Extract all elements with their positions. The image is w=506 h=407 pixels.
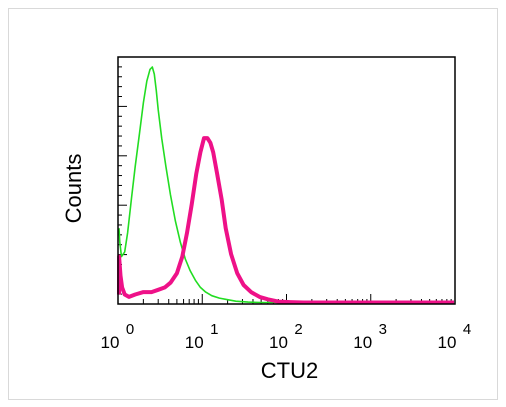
series-layer xyxy=(117,66,454,305)
x-tick-label-exponent: 4 xyxy=(463,321,471,338)
x-tick-label-exponent: 0 xyxy=(126,321,134,338)
x-tick-label-exponent: 2 xyxy=(294,321,302,338)
x-tick-label-exponent: 3 xyxy=(379,321,387,338)
y-axis-label: Counts xyxy=(61,154,86,224)
x-tick-label-base: 10 xyxy=(269,333,288,352)
plot-area-border xyxy=(117,56,456,305)
chart-frame xyxy=(8,8,498,400)
x-tick-label-base: 10 xyxy=(353,333,372,352)
x-tick-label-base: 10 xyxy=(185,333,204,352)
x-tick-label-base: 10 xyxy=(438,333,457,352)
series-line-2 xyxy=(117,136,454,305)
tick-labels: 10 0 10 1 10 2 10 3 10 4 xyxy=(101,321,472,352)
series-line-1 xyxy=(118,66,454,304)
x-axis-label: CTU2 xyxy=(261,358,318,383)
x-tick-label-base: 10 xyxy=(101,333,120,352)
x-tick-label-exponent: 1 xyxy=(210,321,218,338)
